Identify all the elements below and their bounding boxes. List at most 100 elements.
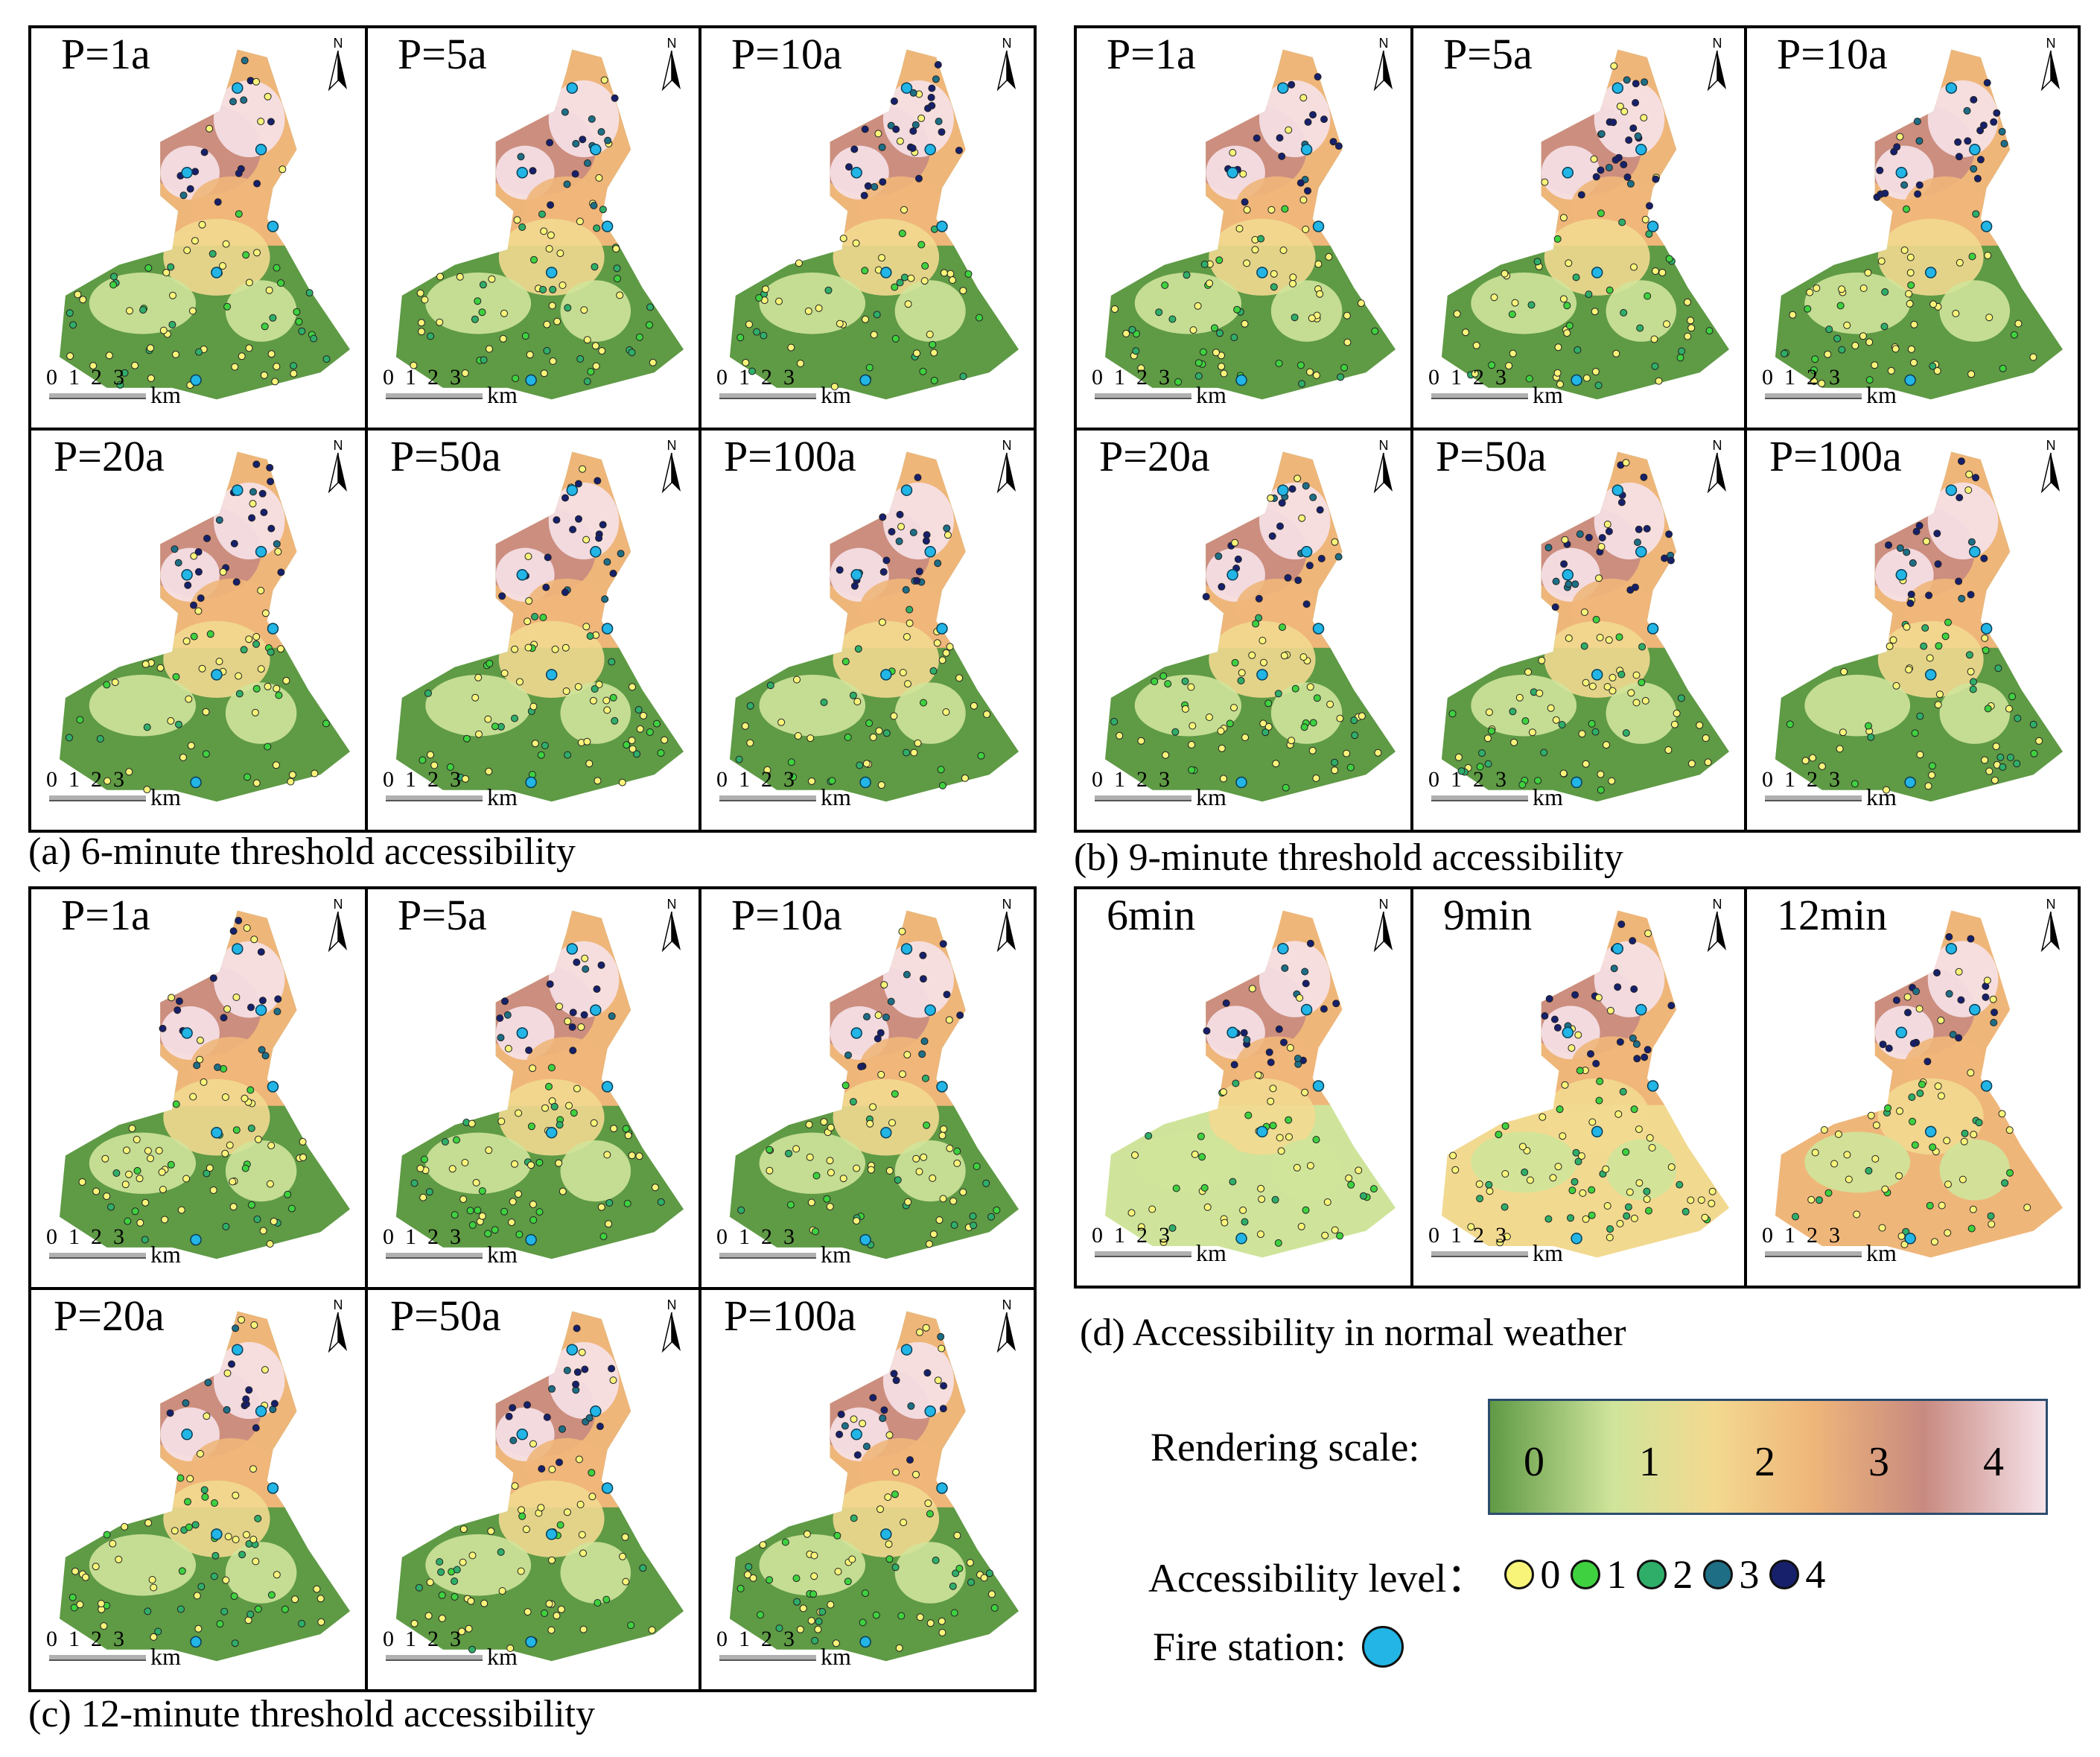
fire-station-marker <box>566 484 579 496</box>
accessibility-point <box>503 1011 512 1019</box>
accessibility-point <box>1687 760 1696 768</box>
accessibility-point <box>232 578 241 586</box>
accessibility-point <box>1840 667 1848 676</box>
accessibility-point <box>850 145 859 153</box>
accessibility-point <box>545 1082 553 1090</box>
north-arrow-icon: N <box>323 1296 353 1356</box>
accessibility-point <box>1347 1181 1355 1189</box>
accessibility-point <box>610 1125 618 1133</box>
accessibility-point <box>488 275 496 283</box>
accessibility-point <box>478 1212 486 1220</box>
accessibility-point <box>1629 1035 1637 1042</box>
accessibility-point <box>69 1593 77 1601</box>
accessibility-point <box>1603 521 1611 528</box>
accessibility-point <box>576 355 585 363</box>
accessibility-point <box>1485 1181 1493 1189</box>
accessibility-point <box>92 1563 100 1571</box>
accessibility-point <box>206 124 214 133</box>
accessibility-point <box>1807 1195 1816 1204</box>
accessibility-point <box>894 1176 902 1184</box>
accessibility-point <box>174 1006 182 1014</box>
accessibility-point <box>1640 114 1648 122</box>
accessibility-point <box>272 761 280 769</box>
accessibility-point <box>938 1344 946 1353</box>
accessibility-point <box>935 1216 944 1224</box>
accessibility-point <box>1551 603 1559 611</box>
accessibility-point <box>953 1531 961 1540</box>
accessibility-point <box>578 1531 586 1539</box>
accessibility-point <box>316 1595 325 1603</box>
accessibility-point <box>1646 202 1653 210</box>
accessibility-point <box>417 319 425 327</box>
accessibility-point <box>500 669 509 677</box>
accessibility-point <box>891 334 900 343</box>
north-arrow-icon: N <box>992 436 1022 496</box>
accessibility-point <box>69 321 77 329</box>
accessibility-point <box>565 1102 573 1110</box>
accessibility-point <box>946 270 955 278</box>
accessibility-point <box>1320 115 1328 124</box>
accessibility-point <box>580 1011 588 1019</box>
accessibility-point <box>562 687 570 695</box>
accessibility-point <box>103 1531 111 1539</box>
accessibility-point <box>1980 554 1988 562</box>
accessibility-point <box>1988 1220 1996 1228</box>
accessibility-point <box>1331 1226 1339 1234</box>
accessibility-point <box>478 1187 486 1195</box>
accessibility-point <box>1503 1233 1511 1241</box>
accessibility-point <box>1217 727 1225 735</box>
accessibility-point <box>596 1423 604 1431</box>
accessibility-point <box>1296 994 1304 1002</box>
accessibility-point <box>591 685 599 693</box>
accessibility-point <box>1810 377 1818 385</box>
accessibility-point <box>563 1367 571 1374</box>
accessibility-point <box>1851 780 1859 788</box>
accessibility-point <box>1909 1117 1916 1125</box>
map-panel: P=5a N 0 1 2 3 km <box>365 28 699 428</box>
accessibility-point <box>540 369 548 378</box>
accessibility-point <box>969 1212 977 1220</box>
accessibility-point <box>1521 1168 1529 1176</box>
accessibility-point <box>200 1078 208 1086</box>
accessibility-point <box>115 1555 123 1563</box>
fire-station-marker <box>1300 144 1313 156</box>
accessibility-point <box>559 282 567 289</box>
accessibility-point <box>156 664 165 672</box>
accessibility-point <box>1678 347 1686 355</box>
accessibility-point <box>524 1608 532 1616</box>
accessibility-point <box>1558 721 1566 728</box>
accessibility-point <box>863 1013 871 1021</box>
fire-station-marker <box>1277 82 1289 94</box>
accessibility-point <box>826 1203 834 1211</box>
accessibility-point <box>131 361 139 369</box>
accessibility-point <box>1943 1137 1951 1145</box>
accessibility-point <box>1218 363 1226 371</box>
accessibility-point <box>583 737 591 746</box>
accessibility-point <box>1696 721 1704 729</box>
accessibility-point <box>749 1574 757 1582</box>
accessibility-point <box>943 991 951 999</box>
accessibility-point <box>796 360 804 367</box>
accessibility-point <box>1996 753 2005 761</box>
accessibility-point <box>1652 175 1660 183</box>
accessibility-point <box>187 742 195 750</box>
accessibility-point <box>1818 762 1826 770</box>
accessibility-point <box>1277 1147 1285 1155</box>
accessibility-point <box>930 376 938 384</box>
accessibility-point <box>946 1144 954 1152</box>
accessibility-point <box>1374 749 1382 757</box>
svg-text:N: N <box>2046 36 2056 51</box>
accessibility-point <box>1205 714 1213 721</box>
accessibility-point <box>1623 173 1632 181</box>
accessibility-point <box>590 1119 598 1127</box>
accessibility-point <box>497 1034 505 1042</box>
accessibility-point <box>1933 969 1941 977</box>
accessibility-point <box>1658 269 1667 276</box>
accessibility-point <box>1645 1207 1652 1215</box>
accessibility-point <box>1285 1116 1293 1124</box>
accessibility-point <box>1582 1215 1590 1223</box>
accessibility-point <box>563 180 571 188</box>
accessibility-point <box>419 756 427 764</box>
accessibility-point <box>1598 534 1606 541</box>
